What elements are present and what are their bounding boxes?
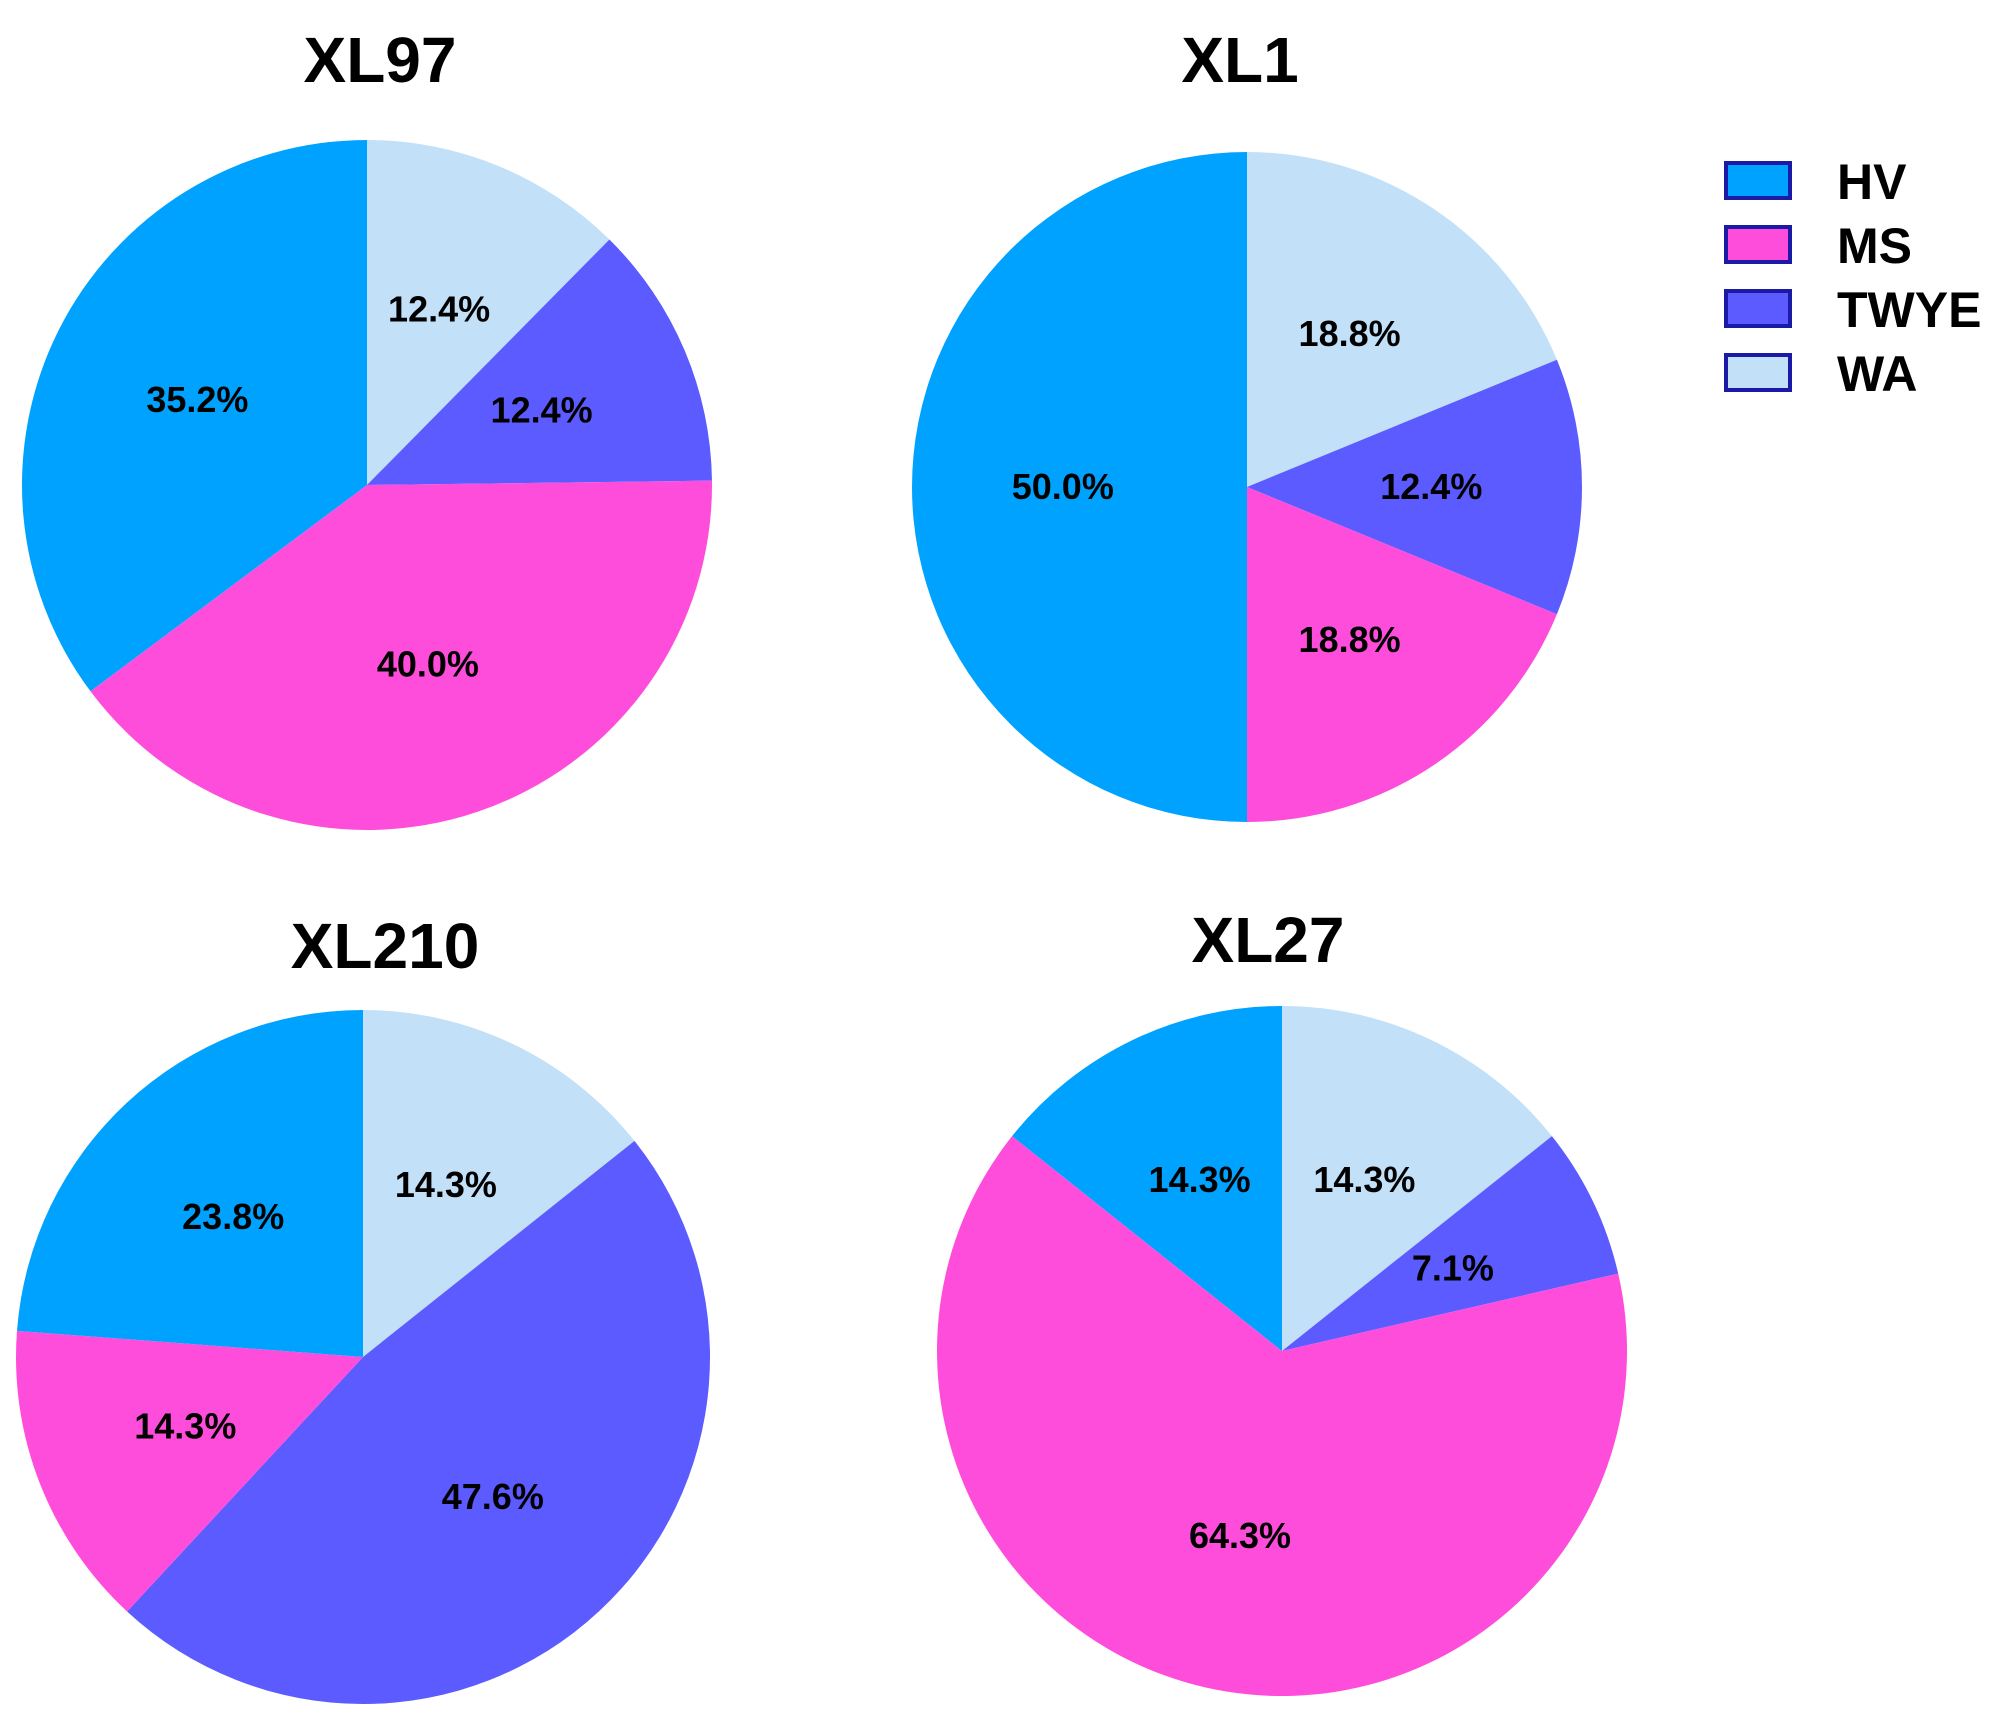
chart-xl97: XL97 12.4% 12.4% 40.0% 35.2%: [21, 24, 712, 830]
data-label-xl1-wa: 18.8%: [1299, 313, 1401, 354]
data-label-xl97-hv: 35.2%: [146, 379, 248, 420]
pie-slice-xl1-ms: [1247, 487, 1557, 822]
pie-slice-xl97-hv: [21, 140, 367, 692]
pie-slice-xl210-wa: [363, 1010, 635, 1357]
data-label-xl97-ms: 40.0%: [377, 644, 479, 685]
pie-slices-xl97: [21, 140, 712, 830]
data-label-xl210-hv: 23.8%: [182, 1196, 284, 1237]
pie-slice-xl27-twye: [1282, 1136, 1619, 1351]
data-label-xl1-ms: 18.8%: [1299, 619, 1401, 660]
pie-slice-xl27-wa: [1282, 1006, 1552, 1351]
data-label-xl1-hv: 50.0%: [1012, 466, 1114, 507]
pie-slice-xl210-hv: [16, 1009, 364, 1357]
pie-slice-xl97-ms: [90, 480, 712, 830]
chart-title-xl97: XL97: [304, 24, 457, 96]
chart-xl1: XL1 18.8% 12.4% 18.8% 50.0%: [912, 24, 1583, 822]
legend-label-wa: WA: [1837, 346, 1918, 402]
data-label-xl1-twye: 12.4%: [1380, 466, 1482, 507]
pie-labels-xl97: 12.4% 12.4% 40.0% 35.2%: [146, 289, 592, 685]
chart-title-xl27: XL27: [1192, 904, 1345, 976]
pie-slices-xl27: [936, 1006, 1627, 1697]
data-label-xl97-twye: 12.4%: [491, 390, 593, 431]
pie-slice-xl1-wa: [1247, 152, 1557, 487]
chart-xl27: XL27 14.3% 7.1% 64.3% 14.3%: [936, 904, 1627, 1697]
legend-swatch-ms: [1724, 225, 1792, 264]
pie-slice-xl27-ms: [936, 1136, 1627, 1697]
data-label-xl27-hv: 14.3%: [1149, 1159, 1251, 1200]
chart-xl210: XL210 14.3% 47.6% 14.3% 23.8%: [16, 910, 710, 1704]
pie-slice-xl97-twye: [367, 239, 712, 485]
pie-slice-xl27-hv: [1012, 1006, 1282, 1351]
pie-slices-xl1: [912, 152, 1583, 822]
legend-swatch-hv: [1724, 161, 1792, 200]
data-label-xl210-ms: 14.3%: [134, 1406, 236, 1447]
data-label-xl27-twye: 7.1%: [1412, 1248, 1494, 1289]
pie-slice-xl1-hv: [912, 152, 1247, 822]
pie-slice-xl1-twye: [1247, 359, 1583, 615]
data-label-xl210-wa: 14.3%: [395, 1164, 497, 1205]
data-label-xl97-wa: 12.4%: [388, 289, 490, 330]
chart-title-xl210: XL210: [291, 910, 480, 982]
legend-label-ms: MS: [1837, 218, 1912, 274]
data-label-xl27-ms: 64.3%: [1189, 1515, 1291, 1556]
data-label-xl210-twye: 47.6%: [442, 1476, 544, 1517]
pie-slice-xl97-wa: [367, 140, 610, 485]
legend-label-twye: TWYE: [1837, 282, 1981, 338]
legend-swatch-twye: [1724, 289, 1792, 328]
legend-swatch-wa: [1724, 353, 1792, 392]
legend: HV MS TWYE WA: [1724, 154, 1981, 402]
pie-labels-xl1: 18.8% 12.4% 18.8% 50.0%: [1012, 313, 1483, 660]
pie-slices-xl210: [16, 1009, 710, 1704]
data-label-xl27-wa: 14.3%: [1313, 1159, 1415, 1200]
legend-label-hv: HV: [1837, 154, 1907, 210]
pie-labels-xl210: 14.3% 47.6% 14.3% 23.8%: [134, 1164, 544, 1517]
pie-slice-xl210-twye: [127, 1140, 710, 1704]
pie-labels-xl27: 14.3% 7.1% 64.3% 14.3%: [1149, 1159, 1494, 1556]
chart-title-xl1: XL1: [1181, 24, 1298, 96]
pie-slice-xl210-ms: [16, 1330, 364, 1612]
